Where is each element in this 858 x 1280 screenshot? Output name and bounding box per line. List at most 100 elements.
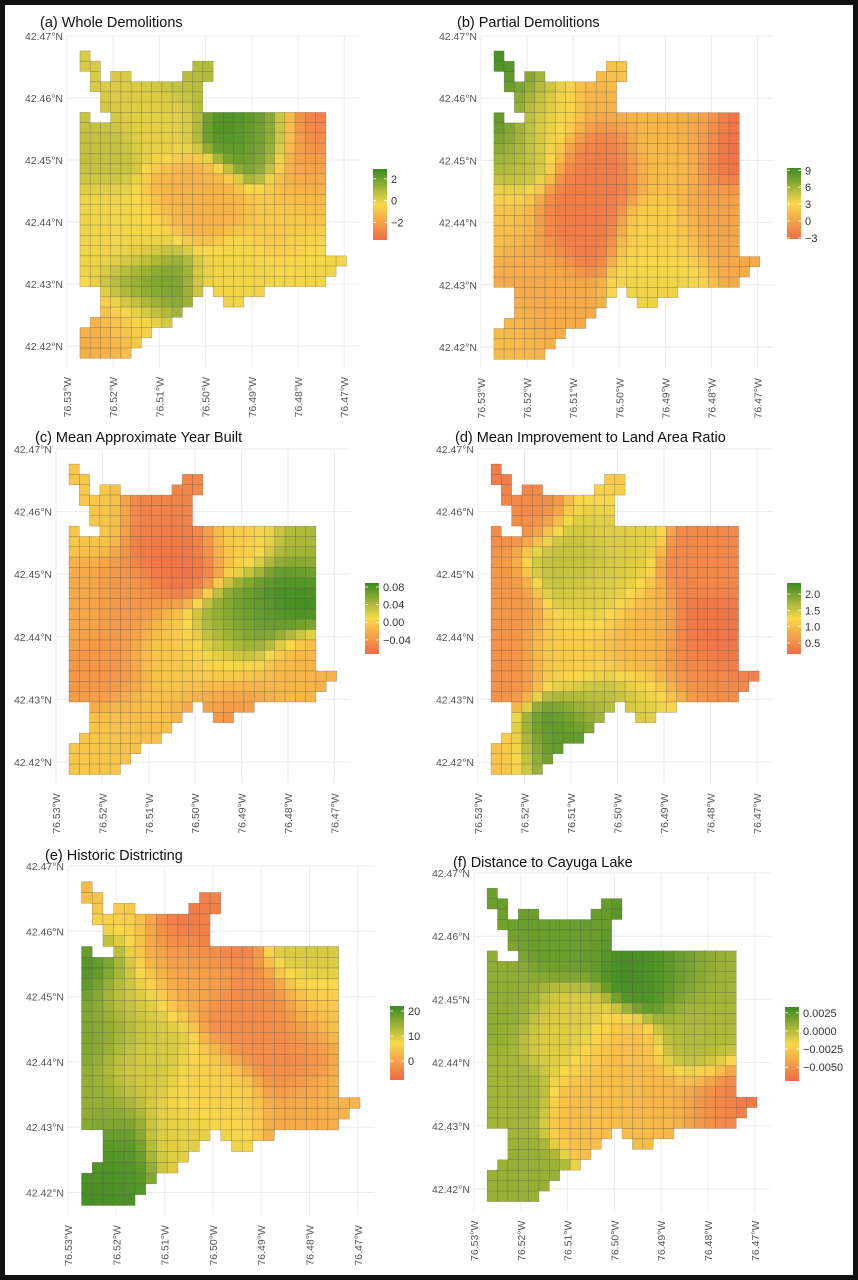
grid-cell	[614, 681, 626, 692]
grid-cell	[294, 183, 306, 195]
grid-cell	[223, 224, 234, 236]
grid-cell	[130, 245, 142, 257]
grid-cell	[151, 598, 162, 610]
grid-cell	[124, 946, 136, 958]
grid-cell	[652, 1128, 664, 1140]
grid-cell	[663, 1117, 675, 1129]
grid-cell	[130, 515, 142, 527]
grid-cell	[590, 1013, 602, 1025]
grid-cell	[604, 494, 616, 506]
grid-cell	[583, 587, 595, 599]
grid-cell	[113, 1151, 125, 1163]
grid-cell	[635, 681, 646, 692]
grid-cell	[655, 670, 667, 682]
grid-cell	[130, 183, 142, 195]
grid-cell	[253, 556, 265, 568]
grid-cell	[89, 337, 101, 349]
grid-cell	[274, 989, 286, 1001]
grid-cell	[727, 587, 739, 599]
grid-cell	[145, 956, 157, 969]
legend-tick-label: 9	[805, 165, 811, 177]
grid-cell	[521, 587, 533, 599]
grid-cell	[497, 961, 509, 972]
grid-cell	[263, 1032, 275, 1044]
grid-cell	[274, 536, 286, 548]
grid-cell	[274, 1021, 286, 1034]
grid-cell	[102, 1086, 114, 1098]
grid-cell	[517, 1065, 529, 1077]
grid-cell	[590, 1096, 602, 1108]
grid-cell	[580, 971, 592, 983]
grid-cell	[284, 194, 296, 205]
grid-cell	[514, 163, 525, 175]
grid-cell	[583, 525, 595, 537]
grid-cell	[562, 505, 574, 517]
grid-cell	[507, 1002, 519, 1014]
grid-cell	[580, 1128, 592, 1140]
grid-cell	[636, 174, 648, 185]
grid-cell	[253, 650, 265, 661]
grid-cell	[315, 265, 327, 277]
grid-cell	[252, 946, 264, 958]
grid-cell	[161, 235, 173, 246]
grid-cell	[294, 204, 306, 216]
grid-cell	[604, 515, 616, 527]
grid-cell	[130, 743, 142, 755]
grid-cell	[708, 132, 720, 144]
grid-cell	[677, 246, 689, 257]
grid-cell	[181, 536, 193, 548]
grid-cell	[532, 618, 543, 630]
grid-cell	[120, 691, 131, 703]
grid-cell	[109, 525, 121, 537]
grid-cell	[718, 153, 730, 165]
grid-cell	[209, 1021, 222, 1034]
grid-cell	[141, 132, 152, 144]
grid-cell	[595, 143, 607, 154]
grid-cell	[657, 215, 668, 226]
grid-cell	[120, 327, 132, 339]
grid-cell	[534, 338, 546, 350]
x-tick-label: 76.53°W	[51, 793, 63, 833]
panel-title: (e) Historic Districting	[45, 848, 183, 864]
grid-cell	[559, 1128, 571, 1140]
grid-cell	[134, 1108, 147, 1120]
grid-cell	[151, 608, 162, 620]
grid-cell	[624, 691, 636, 703]
grid-cell	[110, 286, 122, 298]
grid-cell	[497, 1117, 509, 1129]
grid-cell	[243, 701, 255, 713]
grid-cell	[538, 1055, 550, 1067]
legend-tick-label: 2.0	[805, 589, 820, 601]
grid-cell	[79, 618, 90, 630]
grid-cell	[306, 1000, 318, 1012]
grid-cell	[182, 194, 193, 205]
grid-cell	[68, 650, 80, 661]
grid-cell	[595, 132, 607, 144]
grid-cell	[209, 1043, 222, 1055]
grid-cell	[284, 265, 296, 277]
grid-cell	[717, 577, 729, 589]
grid-cell	[635, 670, 646, 682]
grid-cell	[192, 587, 204, 599]
grid-cell	[555, 318, 566, 329]
grid-cell	[166, 1021, 179, 1034]
grid-cell	[687, 215, 699, 226]
grid-cell	[490, 681, 502, 692]
y-tick-label: 42.44°N	[439, 218, 477, 230]
grid-cell	[284, 1043, 297, 1055]
grid-cell	[110, 101, 122, 113]
grid-cell	[626, 204, 638, 216]
grid-cell	[264, 536, 276, 548]
grid-cell	[130, 722, 142, 734]
grid-cell	[542, 650, 554, 661]
grid-cell	[295, 670, 306, 682]
grid-cell	[99, 587, 111, 599]
grid-cell	[636, 256, 648, 268]
grid-cell	[621, 1013, 633, 1025]
grid-cell	[134, 1075, 147, 1088]
grid-cell	[326, 670, 337, 682]
grid-cell	[233, 132, 245, 144]
grid-cell	[263, 1097, 275, 1109]
grid-cell	[177, 1140, 189, 1152]
grid-cell	[264, 276, 275, 287]
